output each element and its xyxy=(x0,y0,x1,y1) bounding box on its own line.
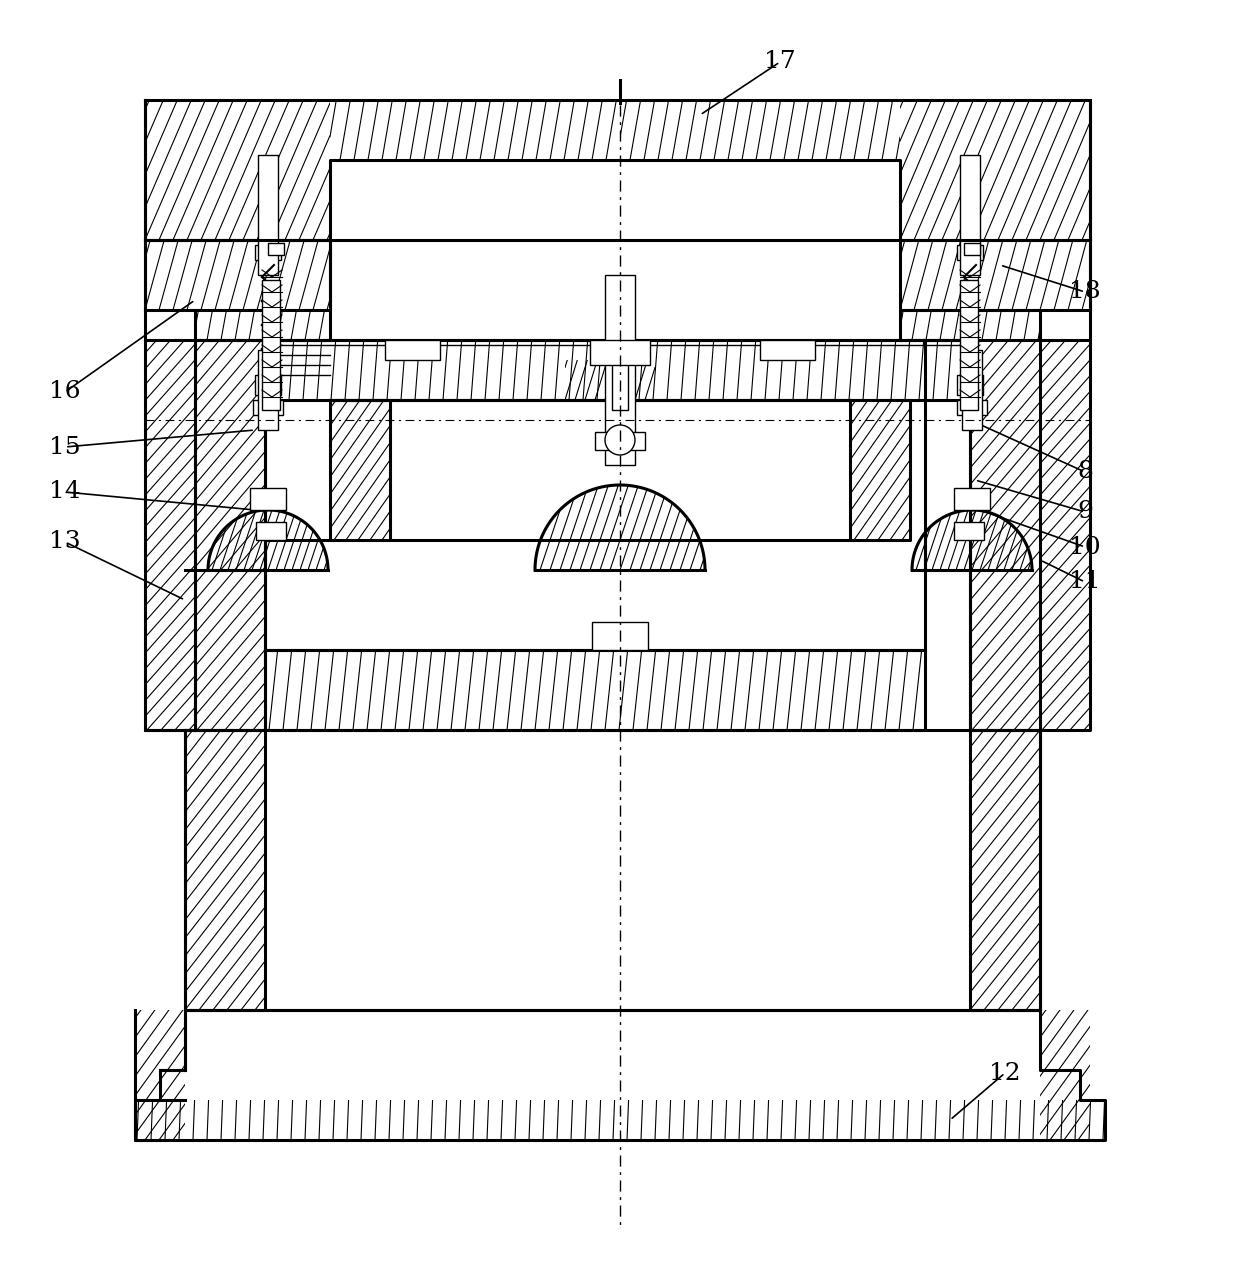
Bar xyxy=(384,341,440,360)
Text: 13: 13 xyxy=(50,530,81,553)
Circle shape xyxy=(605,425,635,454)
Bar xyxy=(595,432,645,449)
Bar xyxy=(960,154,980,275)
Bar xyxy=(954,522,985,541)
Bar xyxy=(954,487,990,510)
Text: 11: 11 xyxy=(1069,571,1101,594)
Text: 9: 9 xyxy=(1078,500,1092,524)
Bar xyxy=(957,375,983,395)
Bar xyxy=(962,349,982,430)
Bar xyxy=(255,375,281,395)
Bar xyxy=(605,275,635,465)
Bar xyxy=(268,243,284,254)
Bar xyxy=(957,246,983,260)
Bar xyxy=(255,522,286,541)
Text: 15: 15 xyxy=(50,436,81,458)
Text: 14: 14 xyxy=(50,481,81,504)
Text: 10: 10 xyxy=(1069,536,1101,558)
Bar xyxy=(760,341,815,360)
Bar xyxy=(253,400,283,415)
Text: 12: 12 xyxy=(990,1061,1021,1085)
Text: 18: 18 xyxy=(1069,281,1101,304)
Text: 8: 8 xyxy=(1078,461,1092,484)
Bar xyxy=(957,400,987,415)
Bar xyxy=(258,154,278,275)
Bar xyxy=(591,622,649,649)
Bar xyxy=(613,354,627,410)
Bar xyxy=(262,280,280,410)
Text: 16: 16 xyxy=(50,381,81,404)
Bar xyxy=(258,349,278,430)
Text: 17: 17 xyxy=(764,51,796,73)
Bar xyxy=(963,243,980,254)
Bar xyxy=(960,280,978,410)
Bar xyxy=(590,341,650,365)
Bar xyxy=(250,487,286,510)
Bar xyxy=(255,246,281,260)
